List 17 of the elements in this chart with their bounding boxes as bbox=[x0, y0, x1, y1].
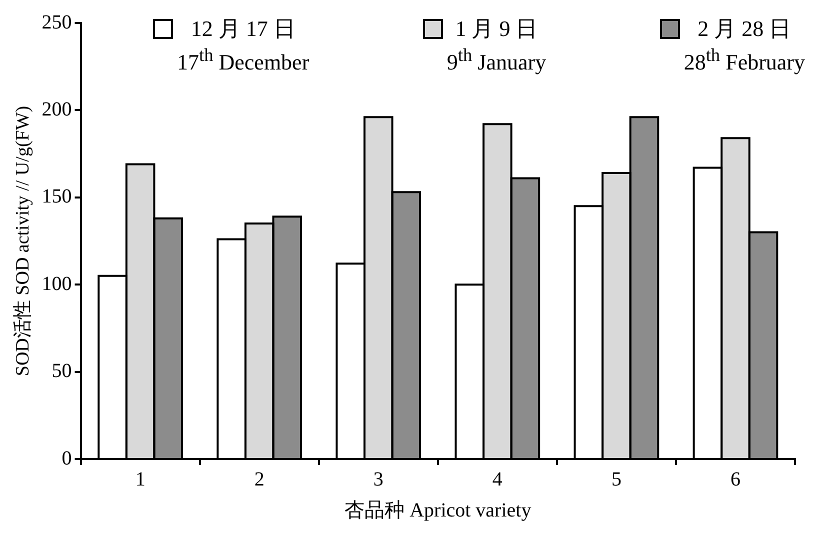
legend-label: 2 月 28 日 28$^{th}$ February bbox=[684, 16, 805, 76]
x-tick-label: 5 bbox=[611, 468, 622, 490]
y-tick-label: 0 bbox=[62, 447, 72, 470]
legend-label: 1 月 9 日 9$^{th}$ January bbox=[446, 16, 546, 76]
legend-label: 12 月 17 日 17$^{th}$ December bbox=[177, 16, 310, 76]
y-axis-title: SOD活性 SOD activity // U/g(FW) bbox=[12, 106, 34, 376]
y-tick-label: 250 bbox=[42, 11, 72, 34]
x-tick-label: 1 bbox=[135, 468, 146, 490]
y-tick-label: 100 bbox=[42, 272, 72, 295]
x-tick-label: 4 bbox=[492, 468, 502, 490]
x-axis-title: 杏品种 Apricot variety bbox=[344, 499, 532, 522]
x-tick-label: 2 bbox=[254, 468, 264, 490]
y-tick-label: 150 bbox=[42, 186, 72, 208]
x-tick-label: 3 bbox=[373, 468, 384, 490]
x-tick-label: 6 bbox=[730, 468, 740, 490]
y-tick-label: 200 bbox=[42, 98, 72, 120]
y-tick-label: 50 bbox=[52, 360, 72, 382]
